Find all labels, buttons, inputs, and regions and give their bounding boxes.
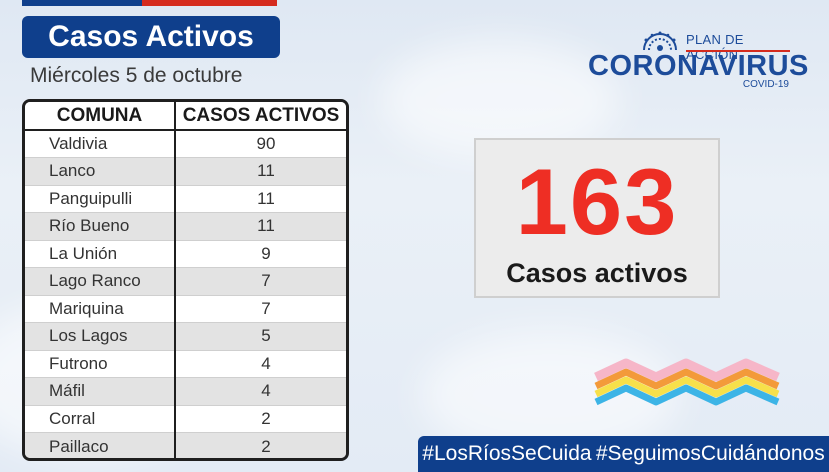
cell-casos: 7 bbox=[175, 295, 346, 323]
table-row: Corral 2 bbox=[25, 405, 346, 433]
cell-comuna: Valdivia bbox=[25, 130, 176, 158]
cell-comuna: Paillaco bbox=[25, 432, 176, 458]
zigzag-decoration bbox=[594, 358, 780, 406]
cell-casos: 11 bbox=[175, 185, 346, 213]
cell-casos: 11 bbox=[175, 212, 346, 241]
cases-table: COMUNA CASOS ACTIVOS Valdivia 90 Lanco 11 … bbox=[22, 99, 349, 461]
table-row: Río Bueno 11 bbox=[25, 212, 346, 241]
hashtag-seguimos: #SeguimosCuidándonos bbox=[595, 442, 825, 465]
table-row: Los Lagos 5 bbox=[25, 322, 346, 351]
header-comuna: COMUNA bbox=[25, 102, 176, 131]
table-row: Panguipulli 11 bbox=[25, 185, 346, 213]
cell-casos: 9 bbox=[175, 240, 346, 268]
hashtag-los-rios: #LosRíosSeCuida bbox=[422, 442, 592, 465]
table-row: Valdivia 90 bbox=[25, 130, 346, 158]
header-casos-activos: CASOS ACTIVOS bbox=[175, 102, 346, 131]
cell-comuna: Futrono bbox=[25, 350, 176, 378]
cell-casos: 2 bbox=[175, 432, 346, 458]
cell-casos: 7 bbox=[175, 267, 346, 296]
virus-icon bbox=[643, 31, 677, 51]
logo-underline bbox=[686, 50, 790, 52]
hashtag-bar: #LosRíosSeCuida #SeguimosCuidándonos bbox=[418, 436, 829, 472]
total-cases-number: 163 bbox=[515, 149, 679, 254]
total-cases-box: 163 Casos activos bbox=[474, 138, 720, 298]
date-label: Miércoles 5 de octubre bbox=[30, 64, 243, 87]
table-row: Mariquina 7 bbox=[25, 295, 346, 323]
table-row: Paillaco 2 bbox=[25, 432, 346, 458]
cell-comuna: Corral bbox=[25, 405, 176, 433]
cell-casos: 5 bbox=[175, 322, 346, 351]
coronavirus-logo: PLAN DE ACCIÓN CORONAVIRUS COVID-19 bbox=[588, 28, 808, 92]
cell-comuna: Los Lagos bbox=[25, 322, 176, 351]
cell-comuna: Mariquina bbox=[25, 295, 176, 323]
flag-stripe-blue bbox=[22, 0, 142, 6]
page-title: Casos Activos bbox=[22, 16, 280, 58]
cell-comuna: La Unión bbox=[25, 240, 176, 268]
cell-casos: 90 bbox=[175, 130, 346, 158]
cell-comuna: Lanco bbox=[25, 157, 176, 186]
cell-comuna: Máfil bbox=[25, 377, 176, 406]
cell-comuna: Lago Ranco bbox=[25, 267, 176, 296]
table-row: La Unión 9 bbox=[25, 240, 346, 268]
cell-casos: 4 bbox=[175, 350, 346, 378]
table-header-row: COMUNA CASOS ACTIVOS bbox=[25, 102, 346, 131]
table-row: Lanco 11 bbox=[25, 157, 346, 186]
table-row: Lago Ranco 7 bbox=[25, 267, 346, 296]
flag-stripe-red bbox=[22, 0, 277, 6]
cell-casos: 4 bbox=[175, 377, 346, 406]
cell-comuna: Panguipulli bbox=[25, 185, 176, 213]
table-row: Máfil 4 bbox=[25, 377, 346, 406]
total-cases-label: Casos activos bbox=[506, 258, 688, 288]
cell-comuna: Río Bueno bbox=[25, 212, 176, 241]
table-row: Futrono 4 bbox=[25, 350, 346, 378]
logo-sub-label: COVID-19 bbox=[742, 79, 789, 90]
cell-casos: 2 bbox=[175, 405, 346, 433]
cell-casos: 11 bbox=[175, 157, 346, 186]
logo-main-label: CORONAVIRUS bbox=[588, 50, 809, 82]
